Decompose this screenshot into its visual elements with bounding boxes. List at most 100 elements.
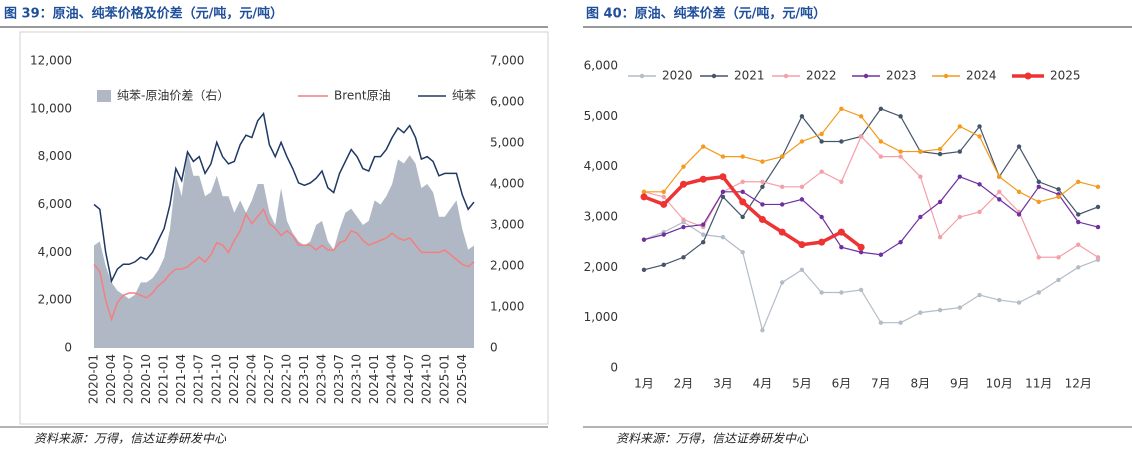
point [1016,300,1022,305]
point [977,182,982,187]
x-tick-label: 2021-04 [174,354,188,404]
line [643,176,1099,256]
y-tick-label: 4,000 [38,245,72,259]
x-tick-label: 3月 [713,377,733,391]
point [1076,242,1081,247]
point [779,184,785,189]
point [839,290,844,295]
point [918,174,923,179]
point [898,114,903,119]
point [819,214,824,220]
point [740,214,745,220]
y-tick-label: 2,000 [38,293,72,307]
point [799,139,805,144]
x-tick-label: 2024-04 [385,354,399,404]
point [1095,255,1101,260]
point [957,214,963,220]
point [957,149,963,154]
point [858,134,864,139]
point [1095,184,1101,189]
point [977,124,982,129]
point [740,189,745,195]
chart-frame [19,31,549,425]
point [819,169,824,174]
point [819,139,824,144]
point [1056,255,1061,260]
point [878,139,884,144]
point [878,320,884,325]
point [701,239,706,245]
point [1076,179,1081,184]
point [778,228,786,236]
point [701,232,706,237]
point [799,184,805,189]
legend-label: 2021 [734,69,765,83]
point [740,250,745,255]
y2-tick-label: 2,000 [490,259,524,273]
legend-label: 2024 [966,69,997,83]
legend-marker [639,73,645,79]
x-tick-label: 2025-01 [437,354,451,404]
x-tick-label: 11月 [1025,377,1052,391]
x-tick-label: 2021-07 [192,354,206,404]
point [720,189,726,195]
x-tick-label: 2020-07 [122,354,136,404]
y-tick-label: 6,000 [584,59,618,73]
point [1056,194,1061,200]
point [661,232,666,237]
x-tick-label: 2023-07 [332,354,346,404]
x-tick-label: 2022-01 [227,354,241,404]
y-tick-label: 12,000 [30,54,72,68]
point [701,144,706,149]
x-tick-label: 8月 [911,377,931,391]
point [898,154,903,159]
point [839,106,844,111]
point [681,255,686,260]
point [1036,179,1041,184]
y-tick-label: 0 [64,341,72,355]
legend-label: 2022 [806,69,837,83]
y-tick-label: 1,000 [584,310,618,324]
point [1056,277,1061,283]
point [779,280,785,285]
y2-tick-label: 7,000 [490,54,524,68]
x-tick-label: 2022-07 [262,354,276,404]
point [857,243,865,251]
point [839,245,844,250]
point [641,237,647,242]
point [760,159,765,164]
x-tick-label: 5月 [792,377,812,391]
point [878,252,884,257]
point [799,114,805,119]
legend-label: 2025 [1050,69,1081,83]
point [898,149,903,154]
point [839,139,844,144]
point [740,154,745,159]
point [661,194,666,200]
x-tick-label: 2023-04 [315,354,329,404]
point [878,106,884,111]
point [957,174,963,179]
legend-marker [1024,72,1032,80]
point [819,131,824,137]
legend-marker [943,73,949,79]
y-tick-label: 6,000 [38,197,72,211]
y-tick-label: 3,000 [584,210,618,224]
x-tick-label: 2020-04 [104,354,118,404]
point [739,198,747,206]
point [740,179,745,184]
line [643,108,1099,271]
point [918,310,923,315]
point [858,114,864,119]
point [681,217,686,222]
y2-tick-label: 1,000 [490,300,524,314]
point [660,200,668,208]
point [799,197,805,202]
legend-swatch [97,90,111,102]
x-tick-label: 2月 [674,377,694,391]
point [641,189,647,195]
point [779,202,785,207]
line [643,221,1099,333]
point [661,262,666,268]
